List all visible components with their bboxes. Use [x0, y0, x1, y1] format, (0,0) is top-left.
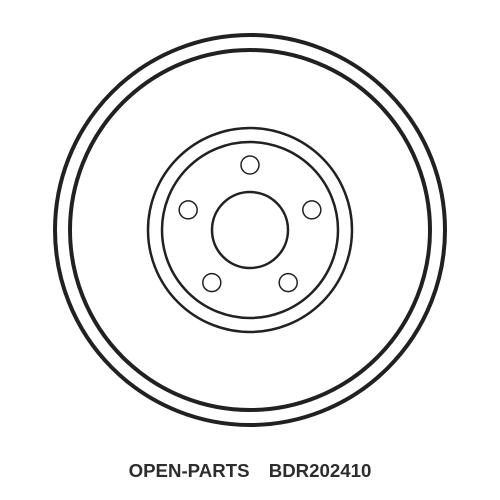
bolt-hole [279, 274, 297, 292]
part-number-label: BDR202410 [269, 460, 372, 481]
friction-face-outer [70, 50, 430, 410]
bolt-hole [203, 274, 221, 292]
brand-label: OPEN-PARTS [129, 460, 250, 481]
diagram-canvas: OPEN-PARTS BDR202410 [0, 0, 500, 500]
hub-outer [162, 142, 338, 318]
caption-row: OPEN-PARTS BDR202410 [129, 460, 372, 482]
friction-face-inner [148, 128, 352, 332]
outer-edge [55, 35, 445, 425]
bolt-hole [241, 156, 259, 174]
brake-disc-diagram [0, 0, 500, 500]
center-bore [212, 192, 288, 268]
bolt-hole [303, 201, 321, 219]
bolt-hole [179, 201, 197, 219]
